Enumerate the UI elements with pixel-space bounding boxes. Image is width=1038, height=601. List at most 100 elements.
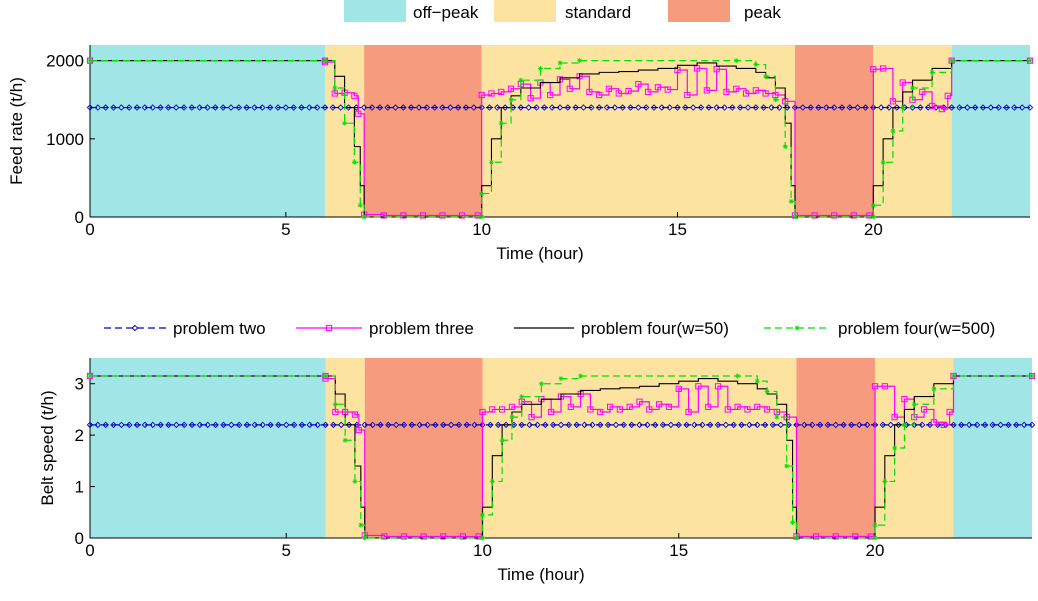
marker-problem-two: [337, 421, 345, 429]
marker-problem-four-w-500: [352, 478, 358, 484]
marker-problem-two: [667, 421, 675, 429]
marker-problem-two: [501, 104, 509, 111]
marker-problem-two: [659, 421, 667, 429]
marker-problem-four-w-500: [488, 159, 494, 165]
marker-problem-two: [454, 104, 462, 111]
marker-problem-three: [488, 90, 495, 97]
marker-problem-four-w-500: [509, 414, 515, 420]
marker-problem-two: [172, 104, 180, 111]
x-tick-label: 5: [281, 220, 290, 239]
marker-problem-four-w-500: [949, 58, 955, 64]
marker-problem-two: [950, 421, 957, 429]
y-tick-label: 2: [75, 426, 84, 445]
tariff-legend-label: standard: [565, 3, 631, 22]
marker-problem-four-w-500: [479, 214, 485, 220]
marker-problem-four-w-500: [901, 422, 907, 428]
marker-problem-four-w-500: [332, 85, 338, 91]
marker-problem-three: [605, 85, 613, 92]
legend-marker: [325, 324, 333, 332]
band-peak-2: [364, 358, 483, 538]
band-peak-4: [795, 45, 874, 217]
tariff-legend-label: peak: [744, 3, 781, 22]
marker-problem-two: [518, 421, 525, 429]
marker-problem-two: [196, 104, 203, 111]
marker-problem-three: [938, 106, 945, 113]
marker-problem-two: [227, 104, 235, 111]
marker-problem-four-w-500: [87, 373, 93, 379]
series-line-problem-three: [90, 60, 1030, 217]
marker-problem-three: [635, 80, 642, 88]
marker-problem-three: [586, 88, 593, 96]
marker-problem-four-w-500: [498, 120, 504, 126]
marker-problem-two: [588, 104, 595, 111]
marker-problem-two: [816, 421, 824, 429]
marker-problem-three: [381, 533, 388, 540]
marker-problem-two: [439, 104, 446, 111]
legend-item-problem-two: problem two: [104, 319, 266, 338]
legend-marker: [794, 325, 800, 331]
marker-problem-two: [635, 104, 642, 111]
band-standard-3: [482, 358, 797, 538]
marker-problem-four-w-500: [479, 191, 485, 197]
marker-problem-four-w-500: [357, 202, 363, 208]
marker-problem-two: [486, 104, 493, 111]
marker-problem-three: [656, 401, 663, 408]
marker-problem-three: [899, 79, 906, 86]
marker-problem-two: [675, 421, 682, 429]
marker-problem-two: [573, 421, 580, 429]
marker-problem-two: [290, 104, 297, 111]
marker-problem-four-w-500: [772, 97, 778, 103]
marker-problem-two: [738, 421, 745, 429]
y-tick-label: 0: [75, 208, 84, 227]
marker-problem-two: [863, 421, 871, 429]
marker-problem-two: [705, 104, 713, 111]
marker-problem-two: [447, 421, 455, 429]
marker-problem-two: [204, 104, 211, 111]
marker-problem-two: [636, 421, 643, 429]
marker-problem-two: [683, 421, 690, 429]
marker-problem-three: [832, 533, 839, 540]
marker-problem-two: [188, 104, 196, 111]
marker-problem-four-w-500: [911, 401, 917, 407]
marker-problem-two: [290, 421, 298, 429]
marker-problem-four-w-500: [754, 378, 760, 384]
marker-problem-four-w-500: [782, 144, 788, 150]
marker-problem-three: [567, 403, 574, 410]
marker-problem-two: [548, 104, 556, 111]
marker-problem-three: [733, 85, 740, 92]
marker-problem-three: [646, 406, 653, 413]
marker-problem-two: [958, 421, 965, 429]
marker-problem-two: [597, 421, 604, 429]
marker-problem-three: [508, 403, 516, 410]
x-tick-label: 0: [85, 541, 94, 560]
marker-problem-two: [330, 421, 337, 429]
marker-problem-three: [355, 110, 362, 117]
marker-problem-two: [808, 421, 816, 429]
marker-problem-two: [697, 104, 705, 111]
marker-problem-two: [306, 104, 313, 111]
marker-problem-three: [752, 87, 759, 94]
x-axis-label: Time (hour): [497, 565, 584, 584]
marker-problem-two: [463, 421, 471, 429]
marker-problem-two: [987, 104, 995, 111]
marker-problem-two: [392, 421, 400, 429]
marker-problem-two: [337, 104, 344, 111]
marker-problem-two: [556, 104, 564, 111]
marker-problem-two: [769, 421, 777, 429]
marker-problem-two: [274, 104, 282, 111]
marker-problem-four-w-500: [890, 128, 896, 134]
marker-problem-two: [282, 104, 290, 111]
marker-problem-three: [891, 414, 898, 421]
marker-problem-three: [901, 396, 908, 403]
x-tick-label: 15: [669, 541, 688, 560]
marker-problem-two: [917, 104, 924, 111]
marker-problem-two: [830, 104, 838, 111]
marker-problem-three: [420, 533, 427, 540]
marker-problem-two: [275, 421, 282, 429]
marker-problem-two: [699, 421, 706, 429]
marker-problem-two: [895, 421, 902, 429]
marker-problem-two: [266, 104, 274, 111]
marker-problem-two: [440, 421, 447, 429]
marker-problem-three: [762, 90, 769, 97]
marker-problem-two: [102, 421, 109, 429]
